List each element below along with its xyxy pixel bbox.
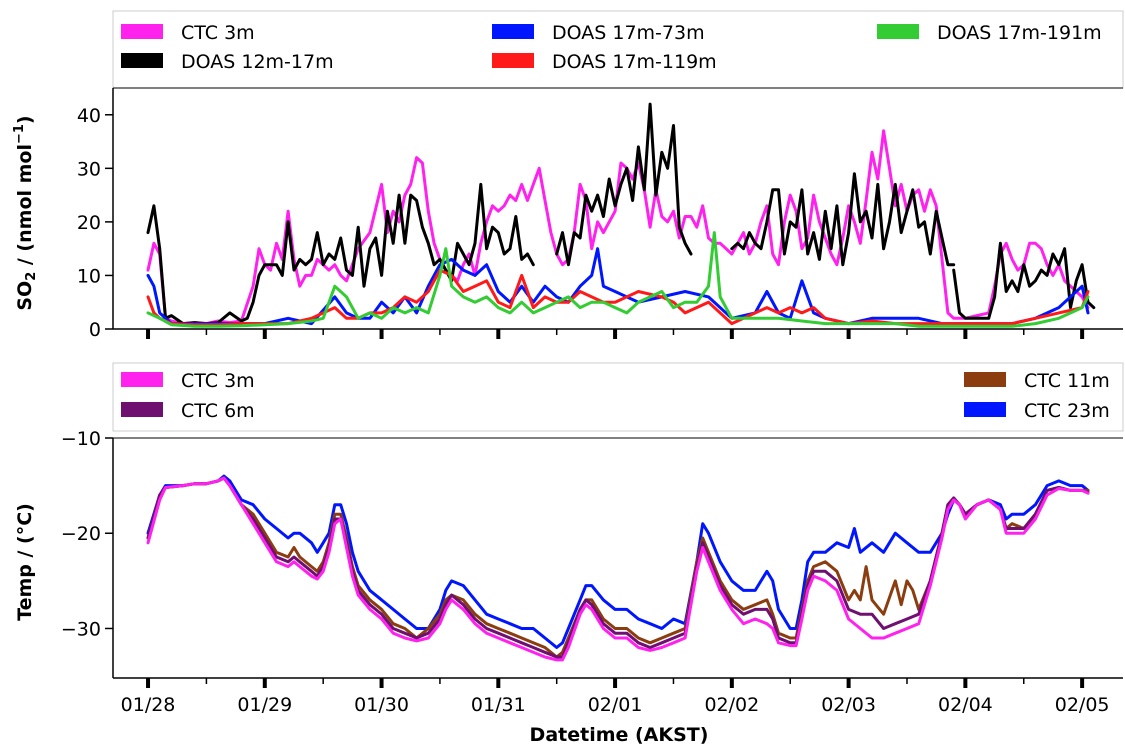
- legend-label: CTC 6m: [181, 400, 255, 422]
- legend-swatch: [964, 372, 1006, 387]
- legend-label: CTC 3m: [181, 22, 255, 44]
- legend-label: DOAS 17m-119m: [552, 51, 717, 73]
- series-line-doas-12m-17m: [555, 102, 693, 267]
- top-legend: CTC 3m DOAS 12m-17m DOAS 17m-73m DOAS 17m-1…: [121, 22, 1102, 73]
- x-tick-label: 02/04: [938, 694, 993, 716]
- x-tick-label: 02/02: [704, 694, 759, 716]
- x-tick-label: 02/03: [821, 694, 876, 716]
- top-legend-box: [112, 10, 1124, 89]
- bottom-y-axis-title: Temp / (°C): [14, 503, 36, 621]
- top-y-axis-title: SO2 / (nmol mol−1): [12, 115, 39, 310]
- legend-label: DOAS 17m-191m: [937, 22, 1102, 44]
- y-tick-label: −10: [61, 428, 101, 450]
- series-line-doas-12m-17m: [952, 241, 1096, 320]
- legend-swatch: [492, 53, 534, 68]
- legend-swatch: [121, 24, 163, 39]
- legend-swatch: [877, 24, 919, 39]
- legend-swatch: [121, 53, 163, 68]
- legend-label: CTC 23m: [1024, 400, 1110, 422]
- x-tick-label: 01/28: [121, 694, 176, 716]
- series-line-doas-12m-17m: [146, 182, 535, 326]
- y-tick-label: 20: [77, 212, 101, 234]
- x-tick-label: 02/01: [588, 694, 643, 716]
- top-x-ticks: [146, 329, 1085, 339]
- bottom-legend-box: [112, 362, 1124, 432]
- legend-label: CTC 11m: [1024, 370, 1110, 392]
- series-line-doas-12m-17m: [730, 172, 956, 267]
- x-tick-label: 01/29: [237, 694, 292, 716]
- legend-label: DOAS 12m-17m: [181, 51, 334, 73]
- legend-swatch: [121, 372, 163, 387]
- y-tick-label: 0: [89, 319, 101, 341]
- legend-swatch: [121, 402, 163, 417]
- legend-label: CTC 3m: [181, 370, 255, 392]
- bottom-plot-area: [146, 474, 1090, 662]
- legend-swatch: [964, 402, 1006, 417]
- series-line-ctc-3m: [146, 476, 1090, 662]
- y-tick-label: 30: [77, 158, 101, 180]
- series-line-doas-17m-191m: [146, 231, 1090, 328]
- top-plot-area: [146, 102, 1096, 328]
- x-tick-label: 02/05: [1055, 694, 1110, 716]
- legend-label: DOAS 17m-73m: [552, 22, 705, 44]
- bottom-y-ticks: −10 −20 −30: [61, 428, 113, 640]
- x-tick-label: 01/30: [354, 694, 409, 716]
- x-tick-label: 01/31: [471, 694, 526, 716]
- y-tick-label: 40: [77, 105, 101, 127]
- series-line-ctc-23m: [146, 474, 1090, 649]
- top-y-ticks: 0 10 20 30 40: [77, 105, 113, 341]
- bottom-legend: CTC 3m CTC 6m CTC 11m CTC 23m: [121, 370, 1110, 422]
- y-tick-label: −20: [61, 523, 101, 545]
- bottom-x-ticks: 01/28 01/29 01/30 01/31 02/01 02/02 02/03 02/04…: [121, 678, 1110, 716]
- y-tick-label: 10: [77, 265, 101, 287]
- x-axis-title: Datetime (AKST): [530, 724, 709, 746]
- y-tick-label: −30: [61, 618, 101, 640]
- legend-swatch: [492, 24, 534, 39]
